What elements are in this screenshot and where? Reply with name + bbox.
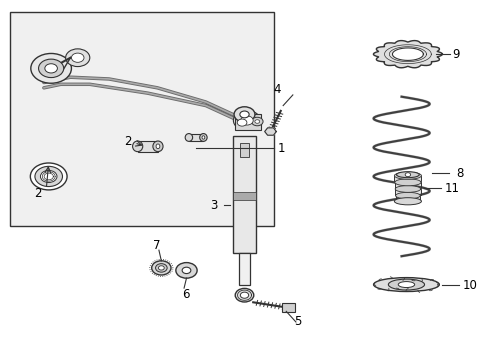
Text: 6: 6 xyxy=(182,288,189,301)
Ellipse shape xyxy=(397,282,414,288)
Text: 9: 9 xyxy=(451,48,459,62)
Bar xyxy=(232,192,256,200)
Text: 8: 8 xyxy=(455,167,463,180)
Circle shape xyxy=(182,267,190,274)
Bar xyxy=(232,136,256,253)
Ellipse shape xyxy=(202,136,204,139)
Circle shape xyxy=(240,292,248,298)
Ellipse shape xyxy=(185,134,192,141)
Circle shape xyxy=(405,173,410,177)
Text: 4: 4 xyxy=(273,83,280,96)
Circle shape xyxy=(39,59,63,77)
Bar xyxy=(188,134,203,141)
Bar xyxy=(10,12,273,226)
Circle shape xyxy=(235,288,253,302)
Circle shape xyxy=(176,262,197,278)
Polygon shape xyxy=(373,41,442,68)
Circle shape xyxy=(45,64,57,73)
Ellipse shape xyxy=(387,279,424,290)
Text: 11: 11 xyxy=(444,182,459,195)
Ellipse shape xyxy=(393,172,421,179)
Ellipse shape xyxy=(396,172,418,178)
Ellipse shape xyxy=(395,192,419,199)
Ellipse shape xyxy=(373,278,438,292)
Bar xyxy=(138,141,158,152)
Ellipse shape xyxy=(156,144,160,149)
Polygon shape xyxy=(392,48,423,60)
Polygon shape xyxy=(264,128,276,135)
Circle shape xyxy=(158,266,164,270)
Circle shape xyxy=(30,163,67,190)
Circle shape xyxy=(35,166,62,186)
Text: 2: 2 xyxy=(123,135,131,148)
Ellipse shape xyxy=(393,198,421,205)
Ellipse shape xyxy=(153,141,163,152)
Bar xyxy=(239,253,249,284)
Bar xyxy=(393,176,421,181)
Circle shape xyxy=(65,49,90,67)
Text: 7: 7 xyxy=(152,239,160,252)
Ellipse shape xyxy=(394,179,420,186)
Ellipse shape xyxy=(132,141,142,152)
Circle shape xyxy=(254,120,259,123)
Circle shape xyxy=(233,111,260,130)
Bar xyxy=(395,195,419,201)
Circle shape xyxy=(31,54,71,83)
Ellipse shape xyxy=(199,134,207,141)
Bar xyxy=(394,189,420,195)
Bar xyxy=(282,303,294,312)
Text: 2: 2 xyxy=(34,187,42,200)
Text: 1: 1 xyxy=(277,142,285,155)
Bar xyxy=(234,114,261,130)
Circle shape xyxy=(71,53,84,62)
Bar xyxy=(394,182,420,188)
Bar xyxy=(240,143,248,157)
Ellipse shape xyxy=(394,186,420,192)
Text: 10: 10 xyxy=(462,279,476,292)
Circle shape xyxy=(151,261,171,275)
Circle shape xyxy=(234,107,254,122)
Text: 3: 3 xyxy=(210,199,218,212)
Circle shape xyxy=(237,119,246,126)
Circle shape xyxy=(251,117,263,126)
Circle shape xyxy=(41,170,57,183)
Circle shape xyxy=(240,111,248,118)
Text: 5: 5 xyxy=(293,315,301,328)
Circle shape xyxy=(240,116,253,125)
Circle shape xyxy=(155,264,167,272)
